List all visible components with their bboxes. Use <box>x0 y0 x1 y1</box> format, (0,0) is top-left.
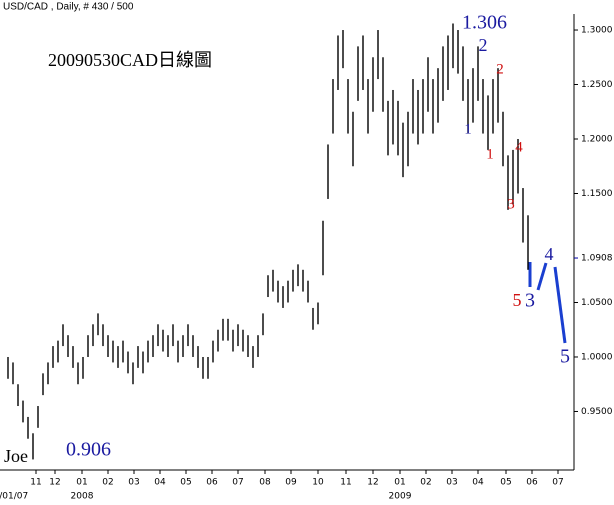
annotation: 5 <box>513 290 522 310</box>
x-tick-label: 11 <box>340 478 351 488</box>
annotation: 1.306 <box>462 12 507 34</box>
x-tick-label: 12 <box>49 478 60 488</box>
x-sublabel: 11/01/07 <box>0 492 28 502</box>
x-sublabel: 2009 <box>389 492 412 502</box>
x-tick-label: 06 <box>206 478 218 488</box>
current-price-label: 1.0908 <box>581 254 613 264</box>
chart-title: 20090530CAD日線圖 <box>48 50 212 70</box>
x-sublabel: 2008 <box>71 492 94 502</box>
annotation: 0.906 <box>66 439 111 461</box>
y-tick-label: 1.2000 <box>581 135 613 145</box>
x-tick-label: 03 <box>128 478 139 488</box>
x-tick-label: 11 <box>30 478 41 488</box>
y-tick-label: 1.3000 <box>581 26 613 36</box>
x-tick-label: 07 <box>552 478 563 488</box>
x-tick-label: 12 <box>367 478 378 488</box>
x-tick-label: 01 <box>76 478 87 488</box>
x-tick-label: 06 <box>526 478 538 488</box>
annotation: 1 <box>486 146 494 162</box>
annotation: 5 <box>560 346 570 368</box>
y-tick-label: 1.0500 <box>581 298 613 308</box>
annotation: Joe <box>4 446 28 466</box>
y-tick-label: 1.0000 <box>581 352 613 362</box>
x-tick-label: 02 <box>420 478 431 488</box>
x-tick-label: 09 <box>285 478 297 488</box>
x-tick-label: 04 <box>154 478 166 488</box>
annotation: 3 <box>525 290 535 312</box>
x-tick-label: 07 <box>232 478 243 488</box>
annotation: 3 <box>507 196 515 212</box>
x-tick-label: 04 <box>472 478 484 488</box>
x-tick-label: 05 <box>500 478 511 488</box>
annotation: 1 <box>464 121 472 137</box>
wave-projection <box>528 262 567 344</box>
annotation: 4 <box>515 139 523 155</box>
annotation: 2 <box>479 35 488 55</box>
chart-header: USD/CAD , Daily, # 430 / 500 <box>3 2 134 13</box>
annotation: 4 <box>545 244 554 264</box>
x-tick-label: 05 <box>180 478 191 488</box>
x-tick-label: 02 <box>102 478 113 488</box>
y-tick-label: 1.1500 <box>581 189 613 199</box>
x-tick-label: 10 <box>312 478 324 488</box>
x-tick-label: 08 <box>259 478 271 488</box>
x-tick-label: 01 <box>394 478 405 488</box>
y-tick-label: 0.9500 <box>581 407 613 417</box>
annotation: 2 <box>496 61 504 77</box>
projection-line <box>536 262 548 291</box>
x-tick-label: 03 <box>446 478 457 488</box>
y-tick-label: 1.2500 <box>581 80 613 90</box>
projection-line <box>553 266 567 344</box>
